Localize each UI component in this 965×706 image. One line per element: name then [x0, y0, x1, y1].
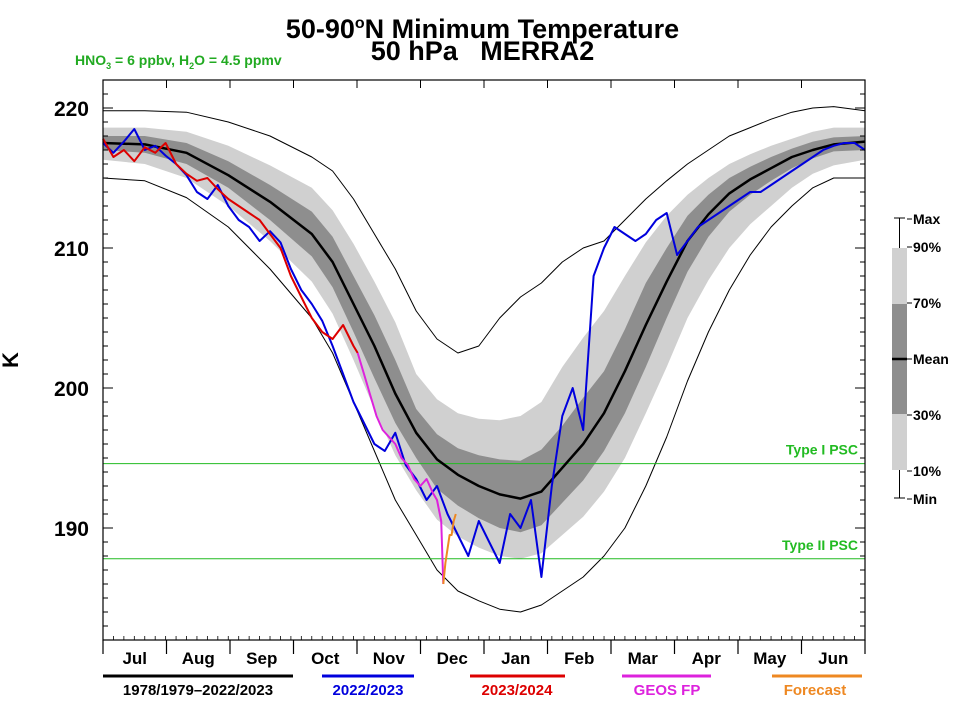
hno3-subscript: 3: [106, 60, 112, 71]
x-tick-label: Mar: [628, 649, 659, 668]
series-line-0: [102, 140, 866, 500]
psc-label-0: Type I PSC: [786, 442, 858, 458]
conditions-note: HNO3 = 6 ppbv, H2O = 4.5 ppmv: [75, 52, 282, 71]
x-tick-label: Jan: [501, 649, 530, 668]
x-tick-label: Dec: [437, 649, 468, 668]
y-tick-label: 210: [54, 238, 89, 261]
side-legend-label: 30%: [913, 407, 942, 423]
title-rest: N Minimum Temperature: [364, 14, 680, 44]
x-tick-label: Feb: [564, 649, 594, 668]
y-axis-label: K: [0, 352, 23, 368]
title-main: 50-90: [285, 14, 355, 44]
h2o-subscript: 2: [189, 60, 195, 71]
hno3-value: = 6 ppbv, H: [111, 52, 190, 68]
side-legend-label: Max: [913, 211, 940, 227]
hno3-label: HNO: [75, 52, 107, 68]
side-legend-label: 90%: [913, 239, 942, 255]
psc-label-1: Type II PSC: [782, 537, 858, 553]
side-legend-upper-light: [892, 248, 907, 304]
y-tick-label: 190: [54, 518, 89, 541]
chart-subtitle: 50 hPa MERRA2: [0, 37, 965, 65]
x-tick-label: Aug: [182, 649, 215, 668]
chart-title: 50-90oN Minimum Temperature: [0, 10, 965, 43]
series-line-1: [102, 128, 866, 578]
x-tick-label: Nov: [373, 649, 406, 668]
legend-label-2: 2023/2024: [482, 682, 554, 699]
x-tick-label: Jul: [122, 649, 147, 668]
climatology-max-line: [103, 106, 866, 354]
legend-label-4: Forecast: [784, 682, 847, 699]
subtitle-text: 50 hPa MERRA2: [370, 36, 595, 66]
x-tick-label: May: [753, 649, 787, 668]
x-tick-label: Sep: [246, 649, 277, 668]
x-tick-label: Oct: [311, 649, 340, 668]
band-30-70: [103, 136, 865, 533]
y-tick-label: 200: [54, 378, 89, 401]
side-legend-label: Mean: [913, 351, 949, 367]
side-legend-lower-light: [892, 414, 907, 470]
series-line-4: [442, 513, 457, 585]
side-legend-label: 10%: [913, 463, 942, 479]
series-line-3: [356, 352, 445, 585]
h2o-value: O = 4.5 ppmv: [194, 52, 282, 68]
side-legend-label: 70%: [913, 295, 942, 311]
legend-label-1: 2022/2023: [333, 682, 404, 699]
legend-label-3: GEOS FP: [634, 682, 701, 699]
y-tick-label: 220: [54, 98, 89, 121]
x-tick-label: Jun: [818, 649, 848, 668]
legend-label-0: 1978/1979–2022/2023: [123, 682, 273, 699]
title-degree: o: [354, 15, 365, 32]
side-legend-label: Min: [913, 491, 937, 507]
x-tick-label: Apr: [692, 649, 722, 668]
series-line-2: [102, 138, 359, 354]
